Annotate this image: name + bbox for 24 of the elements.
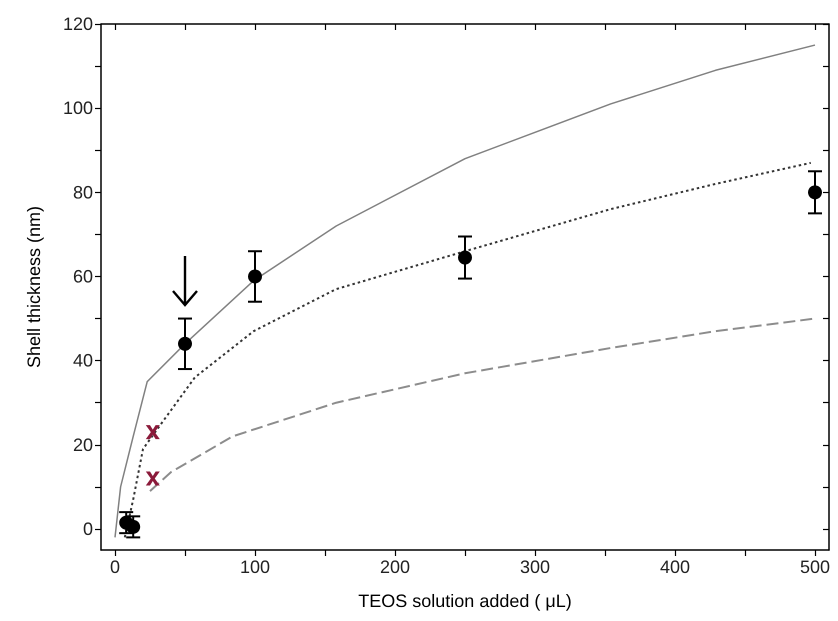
point xyxy=(178,336,192,351)
x-axis-title: TEOS solution added ( μL) xyxy=(358,591,572,611)
x-tick-label: 300 xyxy=(520,557,550,577)
point xyxy=(458,250,472,265)
point xyxy=(808,185,822,200)
y-tick-label: 100 xyxy=(62,98,93,118)
x-tick-label: 500 xyxy=(800,557,830,577)
y-tick-label: 20 xyxy=(72,434,93,455)
y-tick-label: 0 xyxy=(82,518,93,539)
x-tick-label: 200 xyxy=(380,557,410,577)
y-tick-label: 60 xyxy=(72,266,93,286)
y-tick-label: 120 xyxy=(62,14,93,34)
line-series xyxy=(124,162,812,538)
y-tick-label: 40 xyxy=(72,350,93,371)
y-tick-label: 80 xyxy=(72,182,93,202)
point xyxy=(146,471,160,486)
x-tick-label: 400 xyxy=(660,557,690,577)
point xyxy=(248,269,262,284)
x-tick-label: 0 xyxy=(110,557,120,577)
point xyxy=(146,425,160,440)
y-axis-title: Shell thickness (nm) xyxy=(24,206,44,368)
x-tick-label: 100 xyxy=(240,557,270,577)
point xyxy=(126,520,140,534)
line-series xyxy=(114,44,816,538)
